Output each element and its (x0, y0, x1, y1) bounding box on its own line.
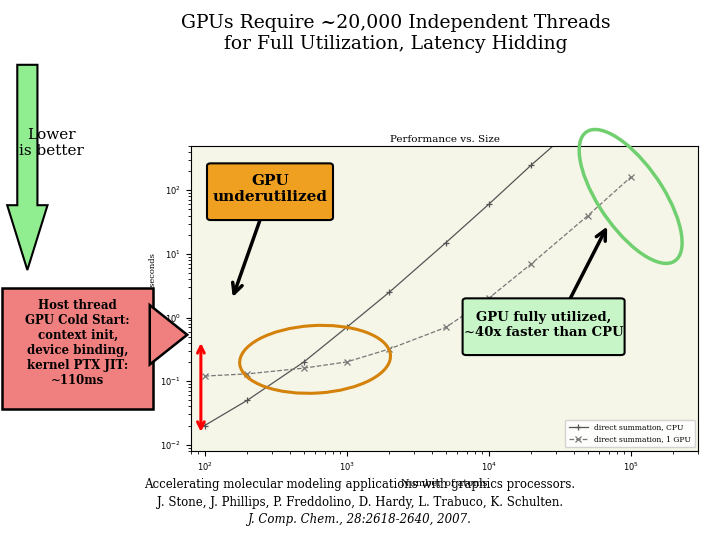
Legend: direct summation, CPU, direct summation, 1 GPU: direct summation, CPU, direct summation,… (565, 420, 695, 447)
direct summation, CPU (584, 112, 593, 119)
direct summation, 1 GPU (342, 359, 351, 365)
Line: direct summation, CPU: direct summation, CPU (202, 74, 634, 429)
direct summation, 1 GPU (584, 212, 593, 219)
Text: for Full Utilization, Latency Hidding: for Full Utilization, Latency Hidding (224, 35, 568, 53)
direct summation, CPU (342, 324, 351, 330)
direct summation, CPU (485, 201, 493, 207)
direct summation, 1 GPU (441, 324, 450, 330)
direct summation, CPU (243, 397, 251, 403)
direct summation, 1 GPU (485, 295, 493, 301)
Text: Host thread
GPU Cold Start:
context init,
device binding,
kernel PTX JIT:
~110ms: Host thread GPU Cold Start: context init… (25, 299, 130, 387)
direct summation, CPU (441, 239, 450, 246)
Text: J. Stone, J. Phillips, P. Freddolino, D. Hardy, L. Trabuco, K. Schulten.: J. Stone, J. Phillips, P. Freddolino, D.… (157, 496, 563, 509)
Title: Performance vs. Size: Performance vs. Size (390, 134, 500, 144)
direct summation, 1 GPU (243, 370, 251, 377)
direct summation, 1 GPU (626, 174, 635, 180)
direct summation, 1 GPU (300, 365, 308, 372)
direct summation, 1 GPU (527, 260, 536, 267)
Y-axis label: evaluation in seconds: evaluation in seconds (150, 253, 158, 344)
direct summation, CPU (626, 74, 635, 80)
Text: GPU fully utilized,
~40x faster than CPU: GPU fully utilized, ~40x faster than CPU (464, 311, 624, 339)
X-axis label: Number of atoms: Number of atoms (401, 478, 488, 488)
Text: J. Comp. Chem., 28:2618-2640, 2007.: J. Comp. Chem., 28:2618-2640, 2007. (248, 513, 472, 526)
direct summation, CPU (385, 289, 394, 295)
direct summation, CPU (527, 161, 536, 168)
Line: direct summation, 1 GPU: direct summation, 1 GPU (202, 174, 634, 379)
Text: Lower
is better: Lower is better (19, 128, 84, 158)
direct summation, 1 GPU (200, 373, 209, 379)
direct summation, 1 GPU (385, 346, 394, 352)
direct summation, CPU (200, 422, 209, 429)
direct summation, CPU (300, 359, 308, 365)
Text: GPU
underutilized: GPU underutilized (212, 174, 328, 204)
Text: GPUs Require ~20,000 Independent Threads: GPUs Require ~20,000 Independent Threads (181, 14, 611, 31)
Text: Accelerating molecular modeling applications with graphics processors.: Accelerating molecular modeling applicat… (145, 478, 575, 491)
